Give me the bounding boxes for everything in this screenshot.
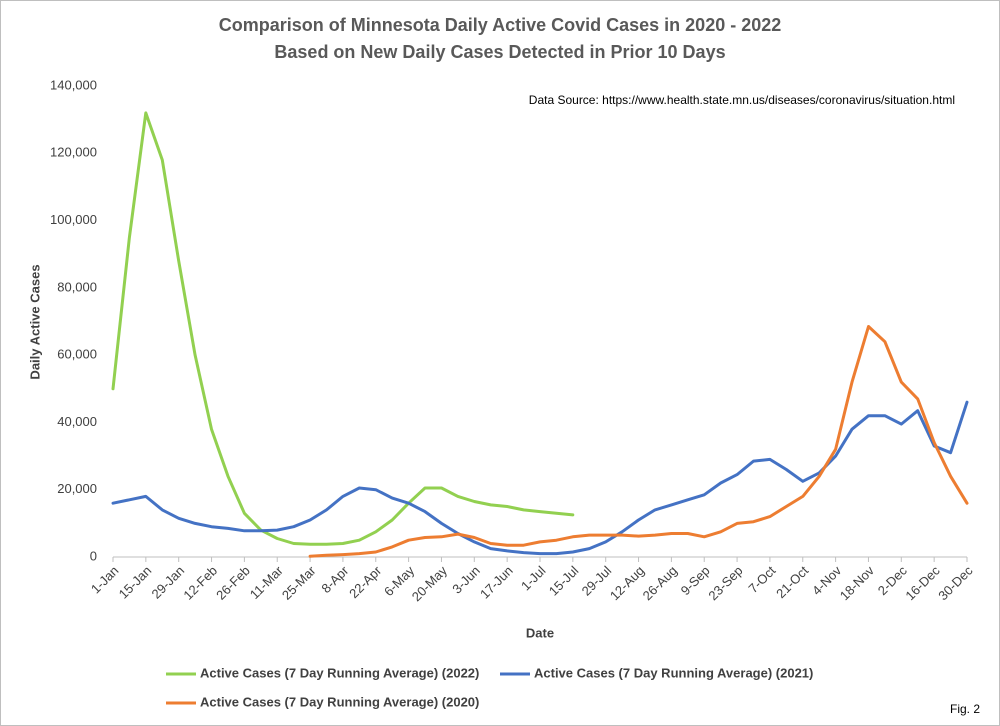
legend-label: Active Cases (7 Day Running Average) (20… [200,694,479,709]
y-tick-label: 80,000 [57,279,97,294]
legend-label: Active Cases (7 Day Running Average) (20… [534,665,813,680]
series-line [111,111,575,546]
data-source: Data Source: https://www.health.state.mn… [529,93,955,107]
legend-label: Active Cases (7 Day Running Average) (20… [200,665,479,680]
chart-title: Comparison of Minnesota Daily Active Cov… [219,15,782,35]
figure-label: Fig. 2 [950,702,980,716]
y-tick-label: 100,000 [50,212,97,227]
series-line [308,325,969,558]
y-tick-label: 40,000 [57,414,97,429]
y-tick-label: 140,000 [50,77,97,92]
chart-subtitle: Based on New Daily Cases Detected in Pri… [274,42,725,62]
y-axis-title: Daily Active Cases [27,264,42,379]
y-tick-label: 120,000 [50,145,97,160]
y-tick-label: 20,000 [57,481,97,496]
y-tick-label: 60,000 [57,347,97,362]
x-axis-title: Date [526,625,554,640]
y-tick-label: 0 [90,548,97,563]
